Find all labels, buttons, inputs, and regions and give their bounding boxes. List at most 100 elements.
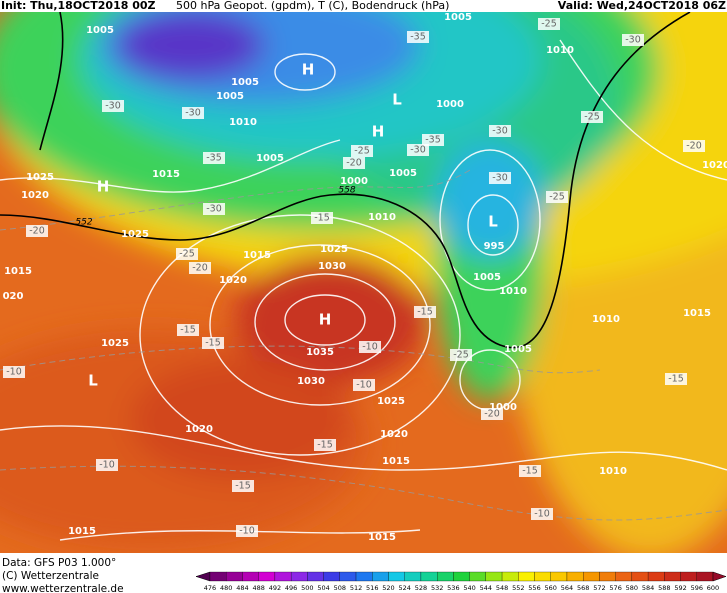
colorbar-label: 568 <box>577 584 589 592</box>
isobar-label: 1025 <box>101 338 129 349</box>
colorbar-label: 536 <box>447 584 459 592</box>
pressure-center: L <box>88 372 98 390</box>
colorbar-label: 576 <box>609 584 621 592</box>
colorbar-cell <box>420 571 438 582</box>
temperature-label: -10 <box>6 367 22 378</box>
temperature-label-box <box>177 324 199 336</box>
copyright: (C) Wetterzentrale <box>2 570 99 582</box>
temperature-label-box <box>236 525 258 537</box>
isobar-label: 1025 <box>320 244 348 255</box>
temperature-label-box <box>407 31 429 43</box>
temperature-label: -30 <box>492 173 508 184</box>
thickness-label: 558 <box>338 186 355 196</box>
colorbar-cell <box>290 571 308 582</box>
temperature-label-box <box>343 157 365 169</box>
temperature-label: -25 <box>354 146 370 157</box>
colorbar-cell <box>485 571 503 582</box>
pressure-center: H <box>302 61 315 79</box>
colorbar-cell <box>518 571 535 582</box>
temperature-label-box <box>3 366 25 378</box>
colorbar-cell <box>323 571 340 582</box>
colorbar-cell <box>599 571 616 582</box>
colorbar-label: 488 <box>252 584 264 592</box>
colorbar-label: 476 <box>204 584 216 592</box>
colorbar-cell <box>372 571 389 582</box>
temperature-label-box <box>189 262 211 274</box>
colorbar-label: 556 <box>528 584 540 592</box>
temperature-label-box <box>203 203 225 215</box>
colorbar-label: 552 <box>512 584 524 592</box>
isobar-label: 995 <box>484 241 505 252</box>
colorbar-label: 584 <box>642 584 654 592</box>
temperature-label-box <box>353 379 375 391</box>
temperature-label: -25 <box>541 19 557 30</box>
temperature-label: -30 <box>625 35 641 46</box>
colorbar-cell <box>307 571 324 582</box>
isobar-label: 1005 <box>473 272 501 283</box>
pressure-center: L <box>392 91 402 109</box>
temperature-label-box <box>531 508 553 520</box>
isobar-label: 1015 <box>683 308 711 319</box>
temperature-label: -30 <box>492 126 508 137</box>
temperature-label-box <box>683 140 705 152</box>
colorbar-cell <box>274 571 292 582</box>
isobar-label: 1015 <box>368 532 396 543</box>
colorbar-label: 588 <box>658 584 670 592</box>
colorbar-cell <box>696 571 714 582</box>
colorbar-label: 484 <box>236 584 248 592</box>
isobar-label: 1025 <box>26 172 54 183</box>
temperature-label: -20 <box>192 263 208 274</box>
thickness-label: 552 <box>75 218 92 228</box>
colorbar-cell <box>355 571 373 582</box>
isobar-label: 1015 <box>152 169 180 180</box>
temperature-label: -10 <box>356 380 372 391</box>
temperature-label-box <box>414 306 436 318</box>
temperature-label: -15 <box>205 338 221 349</box>
temperature-label: -15 <box>235 481 251 492</box>
colorbar-cell <box>437 571 454 582</box>
isobar-label: 1010 <box>368 212 396 223</box>
colorbar-label: 592 <box>674 584 686 592</box>
isobar-label: 1035 <box>306 347 334 358</box>
temperature-label-box <box>96 459 118 471</box>
temperature-label: -15 <box>668 374 684 385</box>
colorbar: 476 480 484 488 492 496 500 504 508 512 516 520 524 5… <box>195 571 727 592</box>
temperature-label: -35 <box>206 153 222 164</box>
temperature-label: -10 <box>99 460 115 471</box>
colorbar-label: 564 <box>561 584 573 592</box>
temperature-label-box <box>232 480 254 492</box>
temperature-label: -25 <box>179 249 195 260</box>
colorbar-label: 524 <box>398 584 410 592</box>
temperature-label: -30 <box>105 101 121 112</box>
isobar-label: 1030 <box>297 376 325 387</box>
init-time: Init: Thu,18OCT2018 00Z <box>1 0 156 12</box>
isobar-label: 1030 <box>318 261 346 272</box>
temperature-label: -15 <box>317 440 333 451</box>
temperature-label-box <box>538 18 560 30</box>
colorbar-cell <box>534 571 551 582</box>
pressure-center: H <box>97 178 110 196</box>
isobar-label: 1010 <box>592 314 620 325</box>
colorbar-cell <box>339 571 357 582</box>
temperature-label-box <box>203 152 225 164</box>
temperature-label: -20 <box>29 226 45 237</box>
temperature-label: -35 <box>425 135 441 146</box>
colorbar-label: 480 <box>220 584 232 592</box>
isobar-label: 1020 <box>380 429 408 440</box>
colorbar-cell <box>404 571 422 582</box>
colorbar-label: 572 <box>593 584 605 592</box>
isobar-label: 020 <box>3 291 24 302</box>
isobar-label: 1015 <box>4 266 32 277</box>
temperature-label-box <box>481 408 503 420</box>
temperature-label: -15 <box>522 466 538 477</box>
colorbar-cell <box>615 571 633 582</box>
isobar-label: 1020 <box>185 424 213 435</box>
temperature-label-box <box>546 191 568 203</box>
data-source: Data: GFS P03 1.000° <box>2 557 116 569</box>
temperature-label-box <box>489 172 511 184</box>
isobar-label: 1025 <box>121 229 149 240</box>
colorbar-label: 516 <box>366 584 378 592</box>
isobar-label: 1000 <box>489 402 517 413</box>
temperature-label: -25 <box>584 112 600 123</box>
temperature-label: -25 <box>453 350 469 361</box>
